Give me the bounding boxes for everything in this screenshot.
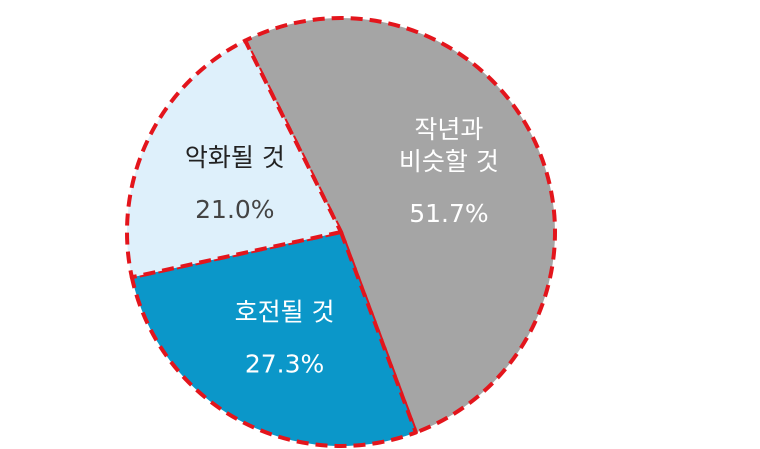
slice-label-line: 비슷할 것	[399, 147, 499, 176]
pie-slice	[129, 230, 418, 448]
value-label: 51.7%	[409, 199, 488, 228]
value-label: 21.0%	[195, 195, 274, 224]
value-label: 27.3%	[245, 349, 324, 378]
slice-label: 악화될 것	[185, 143, 285, 172]
slice-label-line: 악화될 것	[185, 143, 285, 172]
pie-slice	[243, 16, 557, 435]
slice-label-line: 호전될 것	[235, 297, 335, 326]
slice-label: 호전될 것	[235, 297, 335, 326]
pie-slice	[125, 38, 343, 280]
slice-label-line: 작년과	[414, 115, 483, 144]
